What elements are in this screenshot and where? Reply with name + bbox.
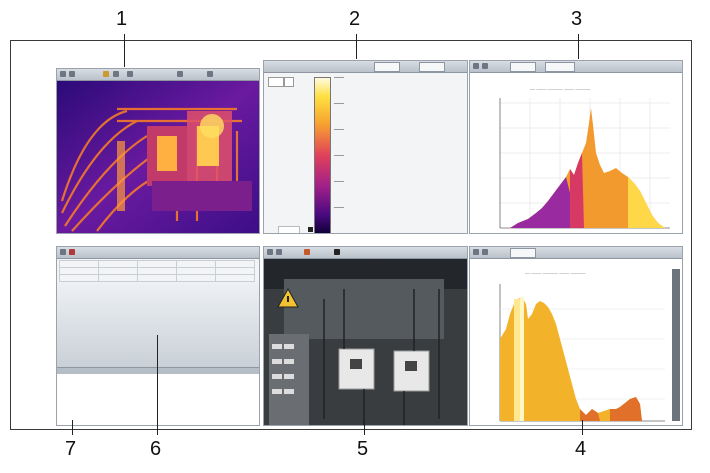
profile-scrollbar[interactable] — [672, 269, 680, 421]
measurement-table — [59, 260, 255, 282]
settings-icon[interactable] — [127, 71, 133, 77]
scale-swatch[interactable] — [278, 226, 300, 233]
delete-row-icon[interactable] — [69, 249, 75, 255]
color-scale-panel — [263, 60, 468, 234]
measurement-table-panel — [56, 246, 260, 426]
comment-area[interactable] — [57, 374, 259, 425]
thermal-image[interactable] — [57, 81, 259, 233]
scale-setting-box-2[interactable] — [284, 77, 294, 87]
callout-6: 6 — [150, 438, 162, 460]
callout-1: 1 — [116, 8, 128, 30]
export-icon[interactable] — [207, 71, 213, 77]
grid-icon[interactable] — [177, 71, 183, 77]
real-image-panel — [263, 246, 468, 426]
table-row[interactable] — [59, 274, 255, 282]
zoom-icon[interactable] — [276, 249, 282, 255]
callout-line-2 — [356, 34, 357, 59]
histogram-chart: — —— ——— —— ——— — [499, 87, 670, 229]
scale-setting-box[interactable] — [268, 77, 284, 87]
table-header-row — [59, 260, 255, 268]
histogram-header-text: — —— ——— —— ——— — [530, 87, 591, 93]
pointer-icon[interactable] — [473, 249, 479, 255]
callout-line-7 — [72, 420, 73, 435]
callout-line-6 — [157, 335, 158, 435]
add-row-icon[interactable] — [60, 249, 66, 255]
table-toolbar — [57, 247, 259, 259]
zoom-icon[interactable] — [482, 249, 488, 255]
callout-line-3 — [578, 34, 579, 59]
terminal-labels — [272, 344, 294, 394]
thermal-components — [117, 111, 252, 211]
profile-chart-panel: — —— ——— —— ——— — [469, 246, 683, 426]
zoom-icon[interactable] — [69, 71, 75, 77]
callout-line-4 — [582, 420, 583, 435]
table-row[interactable] — [59, 267, 255, 275]
histogram-bars — [500, 108, 665, 228]
callout-line-1 — [124, 34, 125, 67]
histogram-panel: — —— ——— —— ——— — [469, 60, 683, 234]
zoom-icon[interactable] — [482, 63, 488, 69]
pointer-icon[interactable] — [473, 63, 479, 69]
camera-icon[interactable] — [334, 249, 340, 255]
profile-toolbar — [470, 247, 682, 259]
table-gradient-area — [57, 282, 259, 367]
profile-tab[interactable] — [510, 248, 536, 258]
scale-marker[interactable] — [308, 227, 313, 232]
callout-line-5 — [364, 420, 365, 435]
comment-divider[interactable] — [57, 367, 259, 374]
callout-3: 3 — [571, 8, 583, 30]
statistics-tab[interactable] — [545, 62, 575, 72]
callout-2: 2 — [349, 8, 361, 30]
overlay-icon[interactable] — [304, 249, 310, 255]
histogram-tab[interactable] — [510, 62, 536, 72]
histogram-grid — [500, 98, 670, 228]
profile-chart: — —— ——— —— ——— — [499, 271, 665, 422]
measure-icon[interactable] — [113, 71, 119, 77]
pointer-icon[interactable] — [60, 71, 66, 77]
profile-header-text: — —— ——— —— ——— — [525, 271, 586, 277]
callout-7: 7 — [65, 438, 77, 460]
scale-tab[interactable] — [374, 62, 400, 72]
real-image-toolbar — [264, 247, 467, 259]
thermal-image-panel — [56, 68, 260, 234]
scale-toolbar — [264, 61, 467, 73]
real-image[interactable] — [264, 259, 467, 425]
histogram-toolbar — [470, 61, 682, 73]
scale-ticks — [334, 77, 344, 232]
range-tab[interactable] — [419, 62, 445, 72]
thermal-toolbar — [57, 69, 259, 81]
color-scale-bar[interactable] — [314, 77, 331, 233]
callout-5: 5 — [357, 438, 369, 460]
callout-4: 4 — [575, 438, 587, 460]
software-window: — —— ——— —— ——— — [10, 40, 692, 430]
pointer-icon[interactable] — [267, 249, 273, 255]
warning-sign-icon — [277, 287, 299, 308]
palette-icon[interactable] — [103, 71, 109, 77]
profile-bars — [500, 297, 642, 421]
